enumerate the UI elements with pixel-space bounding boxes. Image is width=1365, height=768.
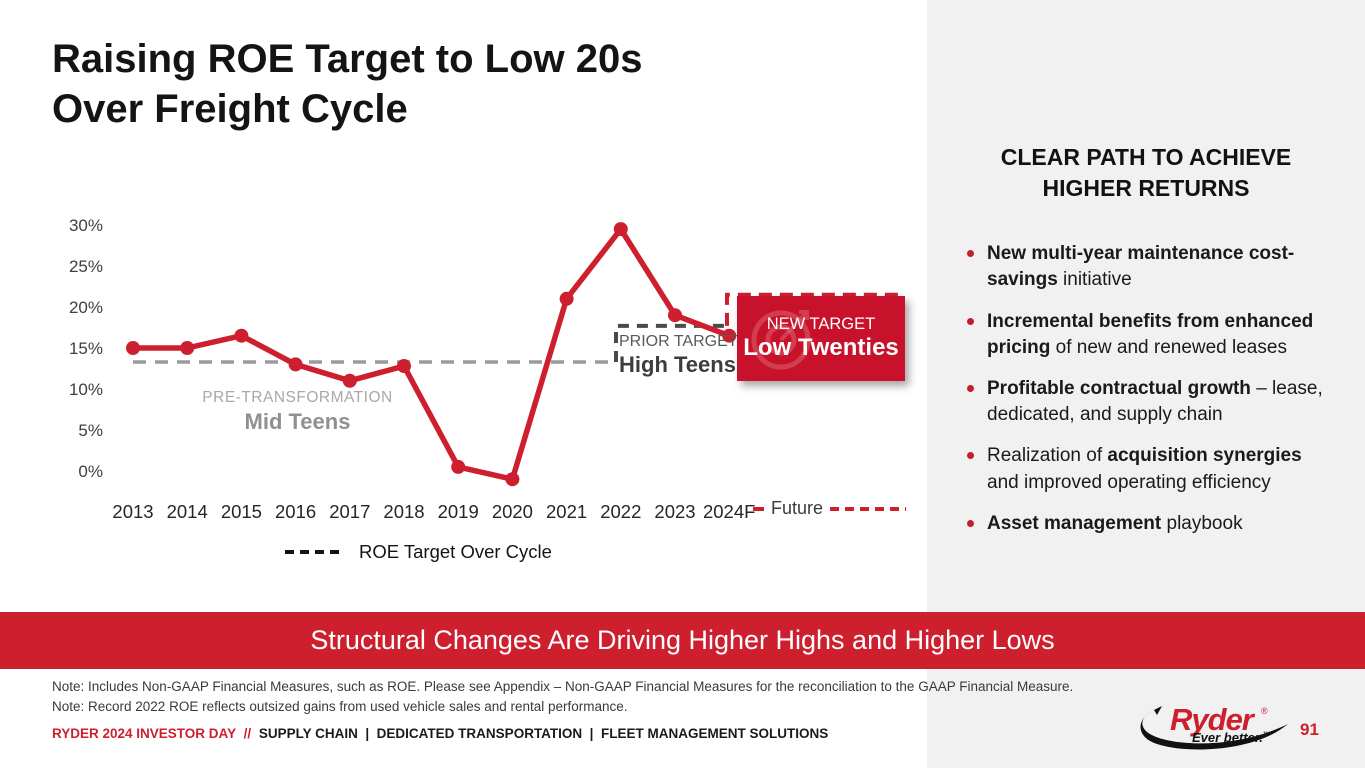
bullet-item: New multi-year maintenance cost-savings … [967, 241, 1335, 293]
bullet-text: Realization of acquisition synergies and… [987, 445, 1302, 493]
x-tick-label: 2021 [546, 501, 587, 522]
data-point-2019 [451, 459, 466, 474]
page-title: Raising ROE Target to Low 20s Over Freig… [52, 34, 642, 135]
x-tick-label: 2020 [492, 501, 533, 522]
new-target-value: Low Twenties [743, 334, 899, 361]
bullet-text: New multi-year maintenance cost-savings … [987, 243, 1295, 291]
ryder-logo-text: Ryder [1170, 702, 1254, 737]
x-tick-label: 2013 [112, 501, 153, 522]
pre-transformation-label: PRE-TRANSFORMATION Mid Teens [190, 389, 405, 435]
x-tick-label: 2015 [221, 501, 262, 522]
future-dashed-line-icon [830, 506, 907, 511]
panel-heading-line1: CLEAR PATH TO ACHIEVE [1000, 144, 1292, 170]
data-point-2015 [234, 328, 249, 343]
bullet-dot-icon [967, 385, 974, 393]
y-tick-label: 0% [78, 462, 103, 481]
data-point-2020 [505, 472, 520, 487]
data-point-2014 [180, 341, 195, 355]
ryder-logo: Ryder ® Ever better.™ [1138, 702, 1290, 752]
x-tick-label: 2019 [438, 501, 479, 522]
new-target-callout: NEW TARGET Low Twenties [737, 296, 905, 381]
x-tick-label: 2018 [383, 501, 424, 522]
chart-canvas: 30% 25% 20% 15% 10% 5% 0% 2013 2014 2015 2016 2017 2… [69, 216, 903, 522]
trademark-mark: ™ [1262, 731, 1270, 739]
bullet-item: Realization of acquisition synergies and… [967, 443, 1335, 495]
new-target-dash-line [725, 292, 903, 326]
y-tick-label: 15% [69, 339, 103, 358]
x-tick-label: 2017 [329, 501, 370, 522]
x-tick-label: 2016 [275, 501, 316, 522]
prior-target-title: PRIOR TARGET [619, 333, 738, 350]
registered-mark: ® [1261, 706, 1268, 716]
roe-line [133, 226, 731, 482]
data-point-2013 [126, 341, 140, 355]
footer-event-name: RYDER 2024 INVESTOR DAY [52, 726, 236, 741]
footnote-1: Note: Includes Non-GAAP Financial Measur… [52, 679, 1074, 694]
ryder-tagline-text: Ever better. [1192, 730, 1263, 745]
prior-target-label: PRIOR TARGET High Teens [619, 333, 738, 378]
data-point-2023 [668, 308, 682, 323]
new-target-title: NEW TARGET [766, 315, 876, 333]
future-legend: Future [753, 498, 907, 519]
legend-dash-icon [285, 550, 345, 554]
panel-heading: CLEAR PATH TO ACHIEVE HIGHER RETURNS [927, 142, 1365, 203]
ryder-swoosh-icon [1140, 706, 1288, 750]
bullet-dot-icon [967, 519, 974, 527]
x-tick-label: 2014 [167, 501, 208, 522]
bullet-item: Asset management playbook [967, 511, 1335, 537]
takeaway-banner: Structural Changes Are Driving Higher Hi… [0, 612, 1365, 669]
future-dash-icon [753, 506, 764, 511]
y-tick-label: 5% [78, 421, 103, 440]
roe-line-chart: 30% 25% 20% 15% 10% 5% 0% 2013 2014 2015 2016 2017 2… [55, 205, 915, 575]
panel-heading-line2: HIGHER RETURNS [1042, 174, 1250, 201]
y-tick-label: 10% [69, 380, 103, 399]
bullet-text: Asset management playbook [987, 512, 1243, 534]
roe-target-legend-label: ROE Target Over Cycle [359, 541, 552, 562]
future-legend-label: Future [771, 498, 824, 518]
roe-target-legend: ROE Target Over Cycle [285, 541, 552, 563]
footer-separator: // [243, 726, 252, 741]
bullet-item: Profitable contractual growth – lease, d… [967, 376, 1335, 428]
footer-divisions: SUPPLY CHAIN | DEDICATED TRANSPORTATION … [258, 726, 829, 741]
prior-target-value: High Teens [619, 352, 736, 377]
bullet-text: Profitable contractual growth – lease, d… [987, 378, 1323, 426]
bullet-dot-icon [967, 317, 974, 325]
y-tick-label: 25% [69, 257, 103, 276]
data-point-2022 [613, 222, 628, 237]
bullet-text: Incremental benefits from enhanced prici… [987, 310, 1314, 358]
x-tick-label: 2023 [654, 501, 695, 522]
page-number: 91 [1300, 720, 1319, 739]
pre-transformation-title: PRE-TRANSFORMATION [202, 389, 393, 406]
y-tick-label: 30% [69, 216, 103, 235]
x-tick-label: 2022 [600, 501, 641, 522]
footnotes: Note: Includes Non-GAAP Financial Measur… [52, 677, 1073, 717]
target-watermark-icon [751, 310, 811, 370]
footnote-2: Note: Record 2022 ROE reflects outsized … [52, 699, 628, 714]
footer-event-line: RYDER 2024 INVESTOR DAY // SUPPLY CHAIN … [52, 726, 828, 741]
data-point-2021 [559, 291, 574, 306]
takeaway-banner-text: Structural Changes Are Driving Higher Hi… [310, 625, 1055, 655]
bullet-item: Incremental benefits from enhanced prici… [967, 309, 1335, 361]
data-point-2016 [288, 357, 303, 372]
ryder-tagline: Ever better.™ [1192, 730, 1270, 745]
data-point-2018 [397, 359, 411, 374]
x-tick-label: 2024F [703, 501, 755, 522]
title-line2: Over Freight Cycle [52, 87, 408, 132]
pre-transformation-value: Mid Teens [244, 409, 351, 434]
bullet-dot-icon [967, 452, 974, 460]
bullet-dot-icon [967, 250, 974, 258]
data-point-2017 [342, 373, 357, 388]
title-line1: Raising ROE Target to Low 20s [52, 37, 643, 81]
benefits-list: New multi-year maintenance cost-savings … [927, 241, 1365, 537]
y-tick-label: 20% [69, 298, 103, 317]
data-point-2024F [722, 328, 737, 343]
